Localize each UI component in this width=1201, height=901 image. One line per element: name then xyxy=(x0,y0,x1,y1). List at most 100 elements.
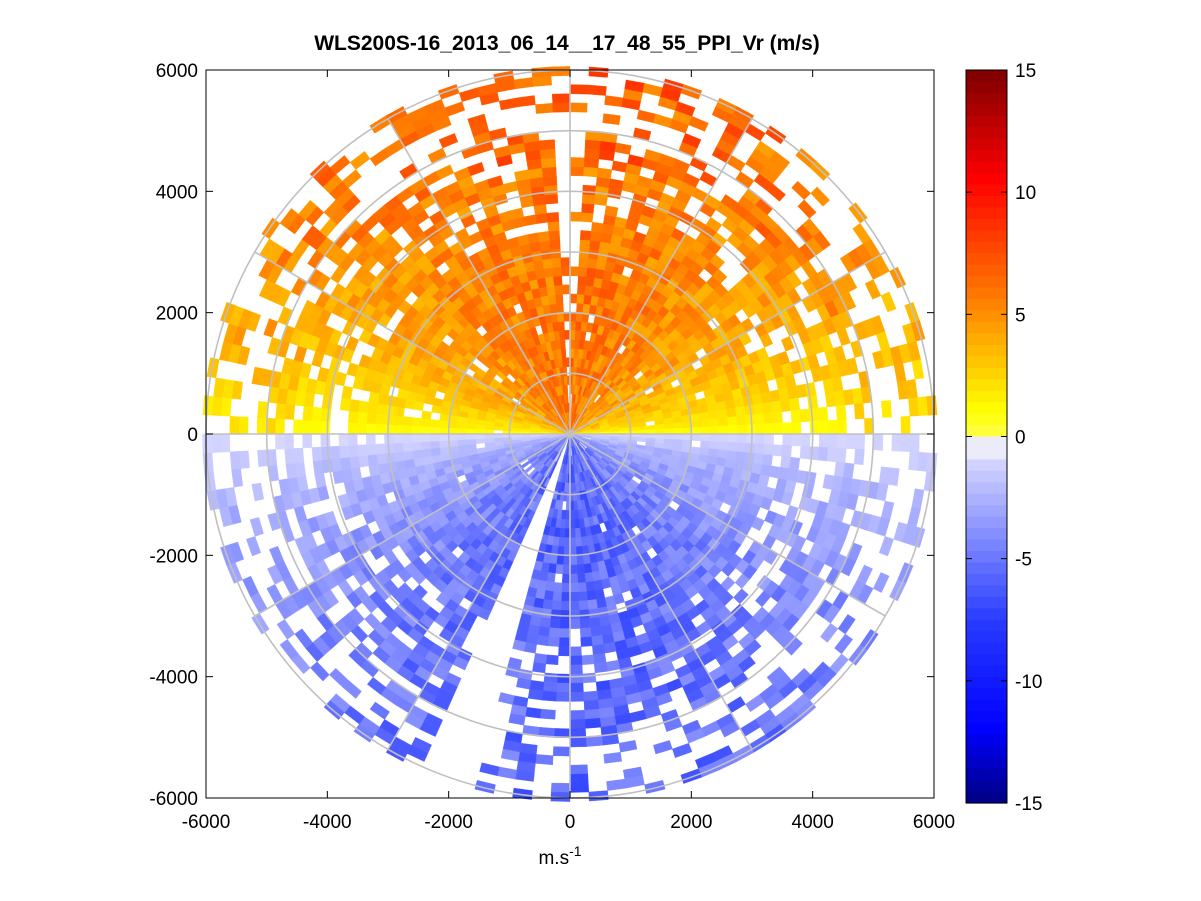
velocity-cell xyxy=(583,690,599,702)
velocity-cell xyxy=(820,623,839,643)
velocity-cell xyxy=(533,203,548,215)
x-tick-label: 4000 xyxy=(792,812,834,833)
velocity-cell xyxy=(569,782,590,793)
velocity-cell xyxy=(691,433,702,442)
velocity-cell xyxy=(553,582,563,593)
velocity-cell xyxy=(561,284,571,295)
velocity-cell xyxy=(348,456,360,469)
velocity-cell xyxy=(818,420,829,435)
colorbar: 15 10 5 0 -5 -10 -15 xyxy=(965,61,1042,815)
velocity-cell xyxy=(438,433,449,442)
velocity-cell xyxy=(330,457,342,472)
velocity-cell xyxy=(285,462,298,479)
azimuth-spoke xyxy=(387,118,571,435)
velocity-cell xyxy=(552,591,562,602)
velocity-cell xyxy=(590,626,603,637)
velocity-cell xyxy=(709,441,720,450)
azimuth-spoke xyxy=(569,433,753,750)
velocity-cell xyxy=(298,199,318,221)
velocity-cell xyxy=(589,617,601,628)
velocity-cell xyxy=(341,385,354,400)
velocity-cell xyxy=(516,95,536,108)
velocity-cell xyxy=(411,425,422,435)
velocity-cell xyxy=(727,442,738,452)
velocity-cell xyxy=(546,285,556,296)
velocity-cell xyxy=(818,433,829,448)
colorbar-segment xyxy=(966,436,1007,449)
velocity-cell xyxy=(581,654,595,666)
velocity-cell xyxy=(411,417,422,427)
velocity-cell xyxy=(466,433,476,440)
velocity-cell xyxy=(583,699,600,711)
velocity-cell xyxy=(549,618,561,629)
velocity-cell xyxy=(746,424,756,435)
colorbar-segment xyxy=(966,299,1007,312)
velocity-cell xyxy=(753,403,764,415)
colorbar-segment xyxy=(966,207,1007,220)
colorbar-segment xyxy=(966,344,1007,357)
velocity-cell xyxy=(900,433,911,453)
velocity-cell xyxy=(211,433,222,454)
velocity-cell xyxy=(563,537,571,548)
colorbar-segment xyxy=(966,642,1007,655)
velocity-cell xyxy=(674,101,696,117)
velocity-cell xyxy=(312,459,324,475)
x-tick-label: -4000 xyxy=(303,812,352,833)
velocity-cell xyxy=(493,437,504,443)
velocity-cell xyxy=(429,433,440,442)
velocity-cell xyxy=(557,321,565,332)
velocity-cell xyxy=(560,257,571,268)
velocity-cell xyxy=(429,440,440,449)
colorbar-segment xyxy=(966,516,1007,529)
velocity-cell xyxy=(569,211,582,222)
colorbar-segment xyxy=(966,505,1007,518)
velocity-cell xyxy=(569,157,585,168)
velocity-cell xyxy=(569,537,577,548)
velocity-cell xyxy=(402,442,413,452)
velocity-cell xyxy=(412,449,423,460)
velocity-cell xyxy=(593,662,608,674)
velocity-cell xyxy=(789,397,801,412)
velocity-cell xyxy=(357,411,368,424)
velocity-cell xyxy=(420,425,431,435)
colorbar-tick-label: 0 xyxy=(1015,428,1026,449)
velocity-cell xyxy=(537,626,550,637)
velocity-cell xyxy=(755,423,765,435)
velocity-cell xyxy=(475,438,486,445)
velocity-cell xyxy=(368,464,380,477)
velocity-cell xyxy=(320,420,331,435)
velocity-cell xyxy=(367,677,387,695)
velocity-cell xyxy=(539,148,556,160)
velocity-cell xyxy=(479,762,500,777)
velocity-cell xyxy=(562,564,571,575)
colorbar-segment xyxy=(966,264,1007,277)
azimuth-spoke xyxy=(387,433,571,750)
velocity-cell xyxy=(508,713,526,726)
velocity-cell xyxy=(583,166,599,178)
velocity-cell xyxy=(560,600,571,611)
velocity-cell xyxy=(653,740,673,755)
velocity-cell xyxy=(789,456,801,471)
velocity-cell xyxy=(438,133,459,149)
colorbar-segment xyxy=(966,195,1007,209)
velocity-cell xyxy=(911,359,925,380)
velocity-cell xyxy=(420,433,431,443)
velocity-cell xyxy=(375,413,386,425)
velocity-cell xyxy=(584,572,594,583)
colorbar-segment xyxy=(966,230,1007,243)
velocity-cell xyxy=(547,294,557,305)
x-tick-label: 0 xyxy=(565,812,576,833)
velocity-cell xyxy=(256,417,267,435)
velocity-cell xyxy=(592,644,605,656)
velocity-cell xyxy=(569,646,582,657)
velocity-cell xyxy=(726,450,737,461)
velocity-cell xyxy=(826,447,838,463)
velocity-cell xyxy=(284,448,296,465)
y-tick-label: 6000 xyxy=(156,61,198,82)
velocity-cell xyxy=(320,433,331,448)
colorbar-segment xyxy=(966,722,1007,735)
velocity-cell xyxy=(257,449,268,467)
colorbar-segment xyxy=(966,619,1007,632)
velocity-cell xyxy=(569,330,576,340)
